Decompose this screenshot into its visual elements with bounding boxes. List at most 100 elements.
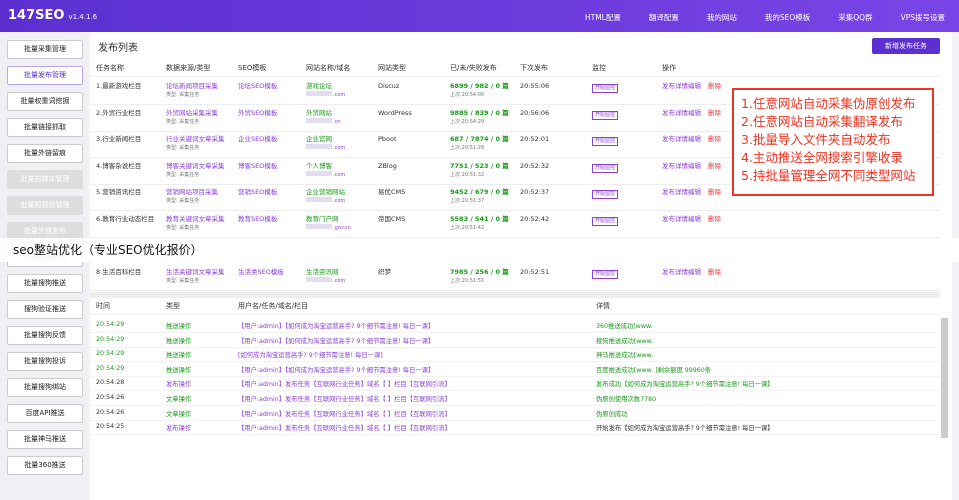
cell-line: 营销SEO模板 xyxy=(238,188,278,196)
nav-item[interactable]: 采集QQ群 xyxy=(838,13,873,22)
action-link[interactable]: 编辑 xyxy=(688,267,701,276)
cell-line: Pboot xyxy=(378,135,397,143)
nav-item[interactable]: 翻译配置 xyxy=(648,13,679,22)
nav-item[interactable]: HTML配置 xyxy=(584,13,621,22)
log-detail: 360推送成功[www. xyxy=(596,323,653,330)
sidebar-button[interactable]: 批量搜狗反馈 xyxy=(7,326,83,345)
add-button[interactable]: 新增发布任务 xyxy=(872,38,940,54)
cell-sub: 上次:20:51:42 xyxy=(450,224,485,231)
log-info: 【用户:admin】【如何成为淘宝运营高手? 9个细节需注意! 每日一课】 xyxy=(238,323,435,330)
action-link[interactable]: 编辑 xyxy=(688,214,701,223)
sidebar-button[interactable]: 批量搜狗投诉 xyxy=(7,352,83,371)
cell: 687 / 7874 / 0 篇上次:20:51:28 xyxy=(450,135,509,153)
action-link[interactable]: 发布详情 xyxy=(662,108,688,117)
domain: .com xyxy=(333,277,346,284)
sidebar-button[interactable]: 批量外链留痕 xyxy=(7,144,83,163)
log-time: 20:54:26 xyxy=(96,408,125,416)
cell-line: 营销网站项目采集 xyxy=(166,188,218,196)
domain: .com xyxy=(333,145,346,151)
log-info: 【用户:admin】发布任务【互联网行业任务】域名【 】栏目【互联网引流】 xyxy=(238,381,451,389)
sidebar: 批量采集管理 批量发布管理 批量权重词挖掘 批量链接抓取 批量外链留痕 批量自媒体管理 批量… xyxy=(0,32,88,500)
column-header: 监控 xyxy=(592,64,606,72)
action-link[interactable]: 编辑 xyxy=(688,82,701,90)
cell-line: 外贸SEO模板 xyxy=(238,108,278,117)
sidebar-button[interactable]: 批量发布管理 xyxy=(7,66,83,85)
log-detail: 开始发布【如何成为淘宝运营高手? 9个细节需注意! 每日一课】 xyxy=(596,425,774,433)
cell: 5583 / 541 / 0 篇上次:20:51:42 xyxy=(450,215,509,233)
log-time: 20:54:26 xyxy=(96,394,125,401)
cell-sub: 类型: 采集任务 xyxy=(166,171,200,178)
action-link[interactable]: 编辑 xyxy=(688,108,701,117)
monitor-button[interactable]: 开始监控 xyxy=(592,190,619,199)
log-time: 20:54:29 xyxy=(96,364,125,372)
action-link[interactable]: 发布详情 xyxy=(662,135,688,143)
cell-sub: 类型: 采集任务 xyxy=(166,277,200,284)
action-link[interactable]: 发布详情 xyxy=(662,82,688,90)
cell: 游戏论坛 .com xyxy=(306,82,345,100)
cell: 博客SEO模板 xyxy=(238,162,277,171)
monitor-button[interactable]: 开始监控 xyxy=(592,84,619,93)
action-link[interactable]: 编辑 xyxy=(688,188,701,196)
sidebar-button[interactable]: 批量神马推送 xyxy=(7,430,83,449)
nav-item[interactable]: 我的SEO模板 xyxy=(764,13,811,22)
cell-line: 行业关键词文章采集 xyxy=(166,135,225,143)
column-header: 下次发布 xyxy=(520,64,548,72)
action-link[interactable]: 发布详情 xyxy=(662,161,688,170)
annotation-box: 1.任意网站自动采集伪原创发布 2.任意网站自动采集翻译发布 3.批量导入文件夹自动… xyxy=(732,88,934,196)
sidebar-button[interactable]: 批量权重词挖掘 xyxy=(7,92,83,111)
monitor-button[interactable]: 开始监控 xyxy=(592,216,619,226)
cell-line: 20:55:06 xyxy=(520,82,550,90)
panel-title: 发布列表 xyxy=(98,43,138,54)
cell-line: 论坛SEO模板 xyxy=(238,82,278,90)
cell-line: 论坛新闻项目采集 xyxy=(166,82,218,90)
sidebar-button[interactable]: 批量采集管理 xyxy=(7,40,83,59)
cell-line: 20:52:37 xyxy=(520,188,550,196)
annotation-line: 5.持批量管理全网不同类型网站 xyxy=(741,168,916,183)
sidebar-button[interactable]: 批量360推送 xyxy=(7,456,83,475)
divider xyxy=(90,405,940,406)
cell-line: Discuz xyxy=(378,82,400,90)
cell-line: 博客关键词文章采集 xyxy=(166,161,225,170)
action-link[interactable]: 删除 xyxy=(708,188,721,196)
cell-line: 企业SEO模板 xyxy=(238,135,278,143)
cell-line: 教育门户网 xyxy=(306,214,339,223)
action-link[interactable]: 删除 xyxy=(708,135,721,143)
monitor-button[interactable]: 开始监控 xyxy=(592,137,619,146)
action-link[interactable]: 删除 xyxy=(708,82,721,90)
sidebar-button[interactable]: 搜狗验证推送 xyxy=(7,300,83,319)
cell: 9885 / 839 / 0 篇上次:20:54:29 xyxy=(450,109,509,127)
cell: 教育关键词文章采集 类型: 采集任务 xyxy=(166,215,225,233)
cell-line: 企业官网 xyxy=(306,135,332,143)
banner: seo整站优化（专业SEO优化报价） xyxy=(0,238,959,262)
cell: 论坛新闻项目采集 类型: 采集任务 xyxy=(166,82,218,100)
action-link[interactable]: 删除 xyxy=(708,267,721,276)
cell-sub: 上次:20:54:06 xyxy=(450,92,485,98)
monitor-button[interactable]: 开始监控 xyxy=(592,110,619,120)
cell-line: 游戏论坛 xyxy=(306,82,332,90)
action-link[interactable]: 删除 xyxy=(708,108,721,117)
nav-item[interactable]: 我的网站 xyxy=(706,13,737,22)
sidebar-button[interactable]: 百度API推送 xyxy=(7,404,83,423)
monitor-button[interactable]: 开始监控 xyxy=(592,269,619,279)
blurred-domain xyxy=(306,117,332,123)
column-header: 数据来源/类型 xyxy=(166,64,211,72)
cell: 外贸网站 .cn xyxy=(306,109,341,127)
monitor-button[interactable]: 开始监控 xyxy=(592,163,619,173)
sidebar-button[interactable]: 批量搜狗推送 xyxy=(7,274,83,293)
log-info: 【用户:admin】发布任务【互联网行业任务】域名【 】栏目【互联网引流】 xyxy=(238,396,451,403)
action-link[interactable]: 发布详情 xyxy=(662,188,688,196)
sidebar-button[interactable]: 批量搜狗绑站 xyxy=(7,378,83,397)
action-link[interactable]: 发布详情 xyxy=(662,267,688,276)
log-detail: 伪原创使用次数7780 xyxy=(596,396,657,403)
action-link[interactable]: 删除 xyxy=(708,161,721,170)
log-type: 推送操作 xyxy=(166,337,192,345)
nav-item[interactable]: VPS拨号设置 xyxy=(900,13,945,22)
cell: 外贸网站采集采集 类型: 采集任务 xyxy=(166,109,218,127)
action-link[interactable]: 删除 xyxy=(708,214,721,223)
action-link[interactable]: 编辑 xyxy=(688,135,701,143)
action-link[interactable]: 编辑 xyxy=(688,161,701,170)
action-link[interactable]: 发布详情 xyxy=(662,214,688,223)
log-detail: 发布成功【如何成为淘宝运营高手? 9个细节需注意! 每日一课】 xyxy=(596,381,774,389)
cell-line: 20:56:06 xyxy=(520,108,550,117)
sidebar-button[interactable]: 批量链接抓取 xyxy=(7,118,83,137)
